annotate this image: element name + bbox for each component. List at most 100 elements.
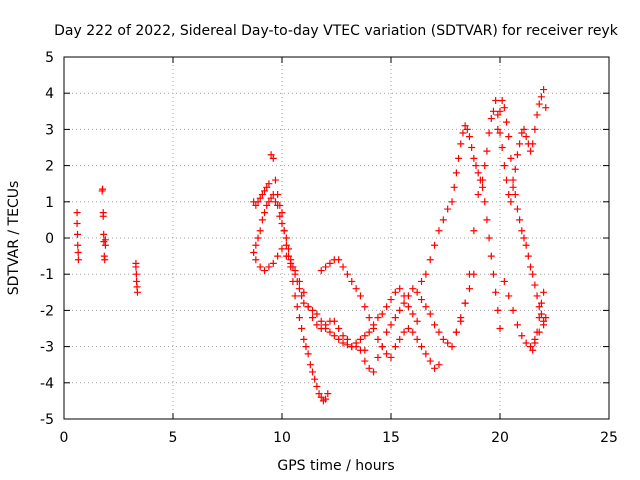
data-point: [276, 212, 284, 220]
data-point: [468, 144, 476, 151]
data-point: [531, 281, 539, 289]
data-point: [444, 205, 452, 213]
data-point: [461, 122, 469, 130]
data-point: [261, 209, 269, 217]
data-point: [426, 357, 434, 365]
y-tick-label: -3: [40, 340, 54, 356]
data-point: [487, 252, 495, 260]
data-point: [293, 303, 301, 311]
data-point: [505, 133, 513, 141]
data-point: [252, 201, 260, 209]
y-axis-label: SDTVAR / TECUs: [6, 181, 22, 296]
data-point: [313, 310, 321, 318]
data-point: [431, 364, 439, 372]
data-point: [265, 180, 273, 188]
data-point: [527, 263, 535, 271]
data-point: [132, 263, 140, 271]
data-point: [252, 256, 260, 264]
data-point: [396, 306, 404, 314]
data-point: [387, 353, 395, 361]
data-point: [531, 339, 539, 347]
data-point: [494, 306, 502, 314]
data-point: [439, 335, 447, 343]
data-point: [356, 335, 364, 343]
data-point: [254, 234, 262, 242]
data-point: [374, 353, 382, 361]
data-point: [472, 162, 480, 170]
data-point: [383, 303, 391, 311]
data-point: [361, 303, 369, 311]
data-point: [542, 104, 550, 112]
data-point: [418, 277, 426, 285]
data-point: [387, 321, 395, 329]
data-point: [285, 245, 293, 253]
data-point: [496, 325, 504, 332]
data-point: [343, 335, 351, 343]
data-point: [396, 335, 404, 343]
data-point: [418, 343, 426, 351]
data-point: [287, 259, 295, 267]
data-point: [450, 183, 458, 191]
data-point: [537, 310, 545, 318]
data-point: [507, 154, 515, 162]
data-point: [492, 96, 500, 104]
data-point: [474, 169, 482, 177]
data-point: [330, 332, 338, 340]
data-point: [537, 299, 545, 307]
data-point: [322, 263, 330, 271]
data-point: [509, 306, 517, 314]
data-point: [485, 129, 493, 137]
data-point: [317, 267, 325, 275]
data-point: [535, 303, 543, 311]
data-point: [256, 227, 264, 235]
data-point: [524, 252, 532, 260]
data-point: [298, 325, 306, 332]
data-point: [298, 292, 306, 300]
data-point: [100, 230, 108, 238]
data-point: [409, 328, 417, 336]
data-point: [404, 292, 412, 300]
data-point: [326, 328, 334, 336]
data-point: [282, 241, 290, 249]
data-point: [542, 314, 550, 322]
data-point: [431, 321, 439, 329]
data-point: [463, 125, 471, 133]
data-point: [365, 364, 373, 372]
data-point: [522, 241, 530, 249]
data-point: [527, 343, 535, 351]
data-point: [513, 151, 521, 159]
data-point: [304, 350, 312, 358]
data-point: [256, 194, 264, 202]
data-point: [282, 234, 290, 242]
data-point: [500, 162, 508, 170]
x-tick-label: 0: [60, 430, 69, 446]
data-point: [343, 270, 351, 278]
data-point: [465, 285, 473, 293]
data-point: [522, 339, 530, 347]
data-point: [396, 285, 404, 293]
data-point: [74, 248, 82, 256]
data-point: [361, 357, 369, 365]
data-point: [518, 227, 526, 235]
data-point: [479, 183, 487, 191]
data-point: [348, 343, 356, 351]
data-point: [261, 267, 269, 275]
data-point: [378, 310, 386, 318]
data-point: [448, 343, 456, 351]
data-point: [74, 256, 82, 264]
data-point: [413, 288, 421, 296]
data-point: [252, 241, 260, 249]
data-point: [304, 303, 312, 311]
data-point: [132, 270, 140, 278]
axis-ticks: 0 5 10 15 20 25 -5 -4 -3 -2 -1 0 1 2 3 4 5: [40, 50, 618, 446]
data-point: [326, 259, 334, 267]
data-point: [400, 328, 408, 336]
data-point: [516, 140, 524, 148]
data-point: [339, 263, 347, 271]
data-point: [291, 292, 299, 300]
x-tick-label: 15: [382, 430, 400, 446]
data-point: [498, 96, 506, 104]
data-point: [274, 201, 282, 209]
y-tick-label: 3: [45, 122, 54, 138]
data-point: [352, 339, 360, 347]
